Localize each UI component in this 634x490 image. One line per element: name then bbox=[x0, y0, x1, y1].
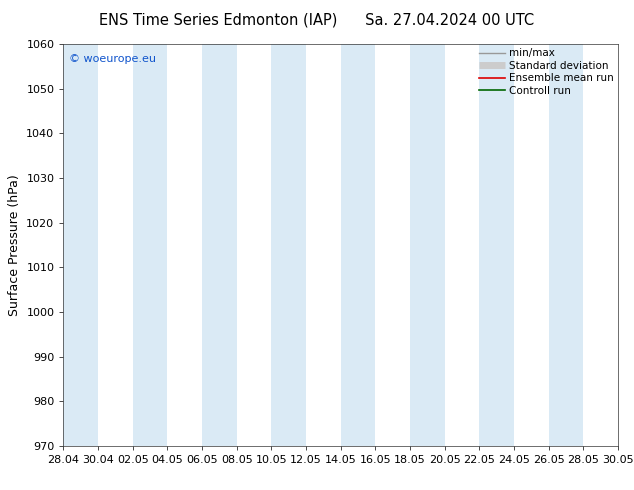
Text: © woeurope.eu: © woeurope.eu bbox=[69, 54, 156, 64]
Bar bbox=[410, 44, 445, 446]
Bar bbox=[271, 44, 306, 446]
Bar bbox=[133, 44, 167, 446]
Bar bbox=[202, 44, 236, 446]
Bar bbox=[341, 44, 375, 446]
Bar bbox=[63, 44, 98, 446]
Legend: min/max, Standard deviation, Ensemble mean run, Controll run: min/max, Standard deviation, Ensemble me… bbox=[477, 46, 616, 98]
Y-axis label: Surface Pressure (hPa): Surface Pressure (hPa) bbox=[8, 174, 21, 316]
Bar bbox=[549, 44, 583, 446]
Text: ENS Time Series Edmonton (IAP)      Sa. 27.04.2024 00 UTC: ENS Time Series Edmonton (IAP) Sa. 27.04… bbox=[100, 12, 534, 27]
Bar bbox=[479, 44, 514, 446]
